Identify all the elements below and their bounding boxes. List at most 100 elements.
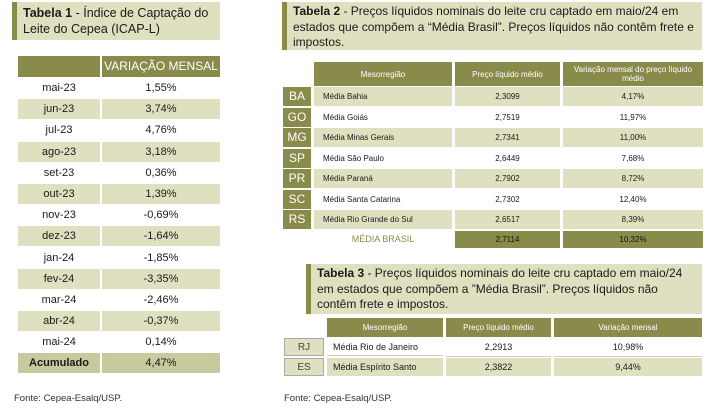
table-row: mai-23 1,55% (18, 78, 220, 99)
price-cell: 2,7302 (455, 189, 560, 209)
price-cell: 2,6517 (455, 210, 560, 229)
variation-cell: 9,44% (554, 358, 702, 376)
variation-cell: 7,68% (563, 148, 703, 168)
value-cell: 0,36% (145, 166, 177, 179)
price-cell: 2,3822 (446, 358, 551, 376)
value-cell: -0,69% (143, 209, 179, 222)
price-cell: 2,2913 (446, 338, 551, 357)
price-cell: 2,7519 (455, 107, 560, 127)
month-cell: abr-24 (18, 311, 100, 332)
price-cell: 2,7902 (455, 169, 560, 188)
state-code: GO (283, 107, 311, 127)
table-row: SC Média Santa Catarina 2,7302 12,40% (283, 189, 703, 210)
value-cell: -1,85% (143, 251, 179, 264)
accumulated-row: Acumulado 4,47% (18, 353, 220, 374)
month-cell: ago-23 (18, 141, 100, 162)
value-cell: 3,18% (102, 141, 220, 162)
month-cell: jun-23 (18, 99, 100, 120)
table-row: jan-24 -1,85% (18, 248, 220, 269)
table-row: MG Média Minas Gerais 2,7341 11,00% (283, 127, 703, 148)
header-variation: Variação mensal (554, 318, 702, 337)
region-name: Média Bahia (314, 87, 452, 106)
state-code: MG (283, 128, 311, 147)
table-row: GO Média Goiás 2,7519 11,97% (283, 107, 703, 128)
table-row: RS Média Rio Grande do Sul 2,6517 8,39% (283, 209, 703, 230)
table-row: mar-24 -2,46% (18, 290, 220, 311)
price-cell: 2,3099 (455, 87, 560, 106)
value-cell: -1,64% (102, 226, 220, 247)
value-cell: -0,37% (102, 311, 220, 332)
table-row: SP Média São Paulo 2,6449 7,68% (283, 148, 703, 169)
table3-source: Fonte: Cepea-Esalq/USP. (284, 393, 393, 404)
table1-header-variation: VARIAÇÃO MENSAL (102, 56, 220, 77)
price-cell: 2,7341 (455, 128, 560, 147)
table-row: abr-24 -0,37% (18, 311, 220, 332)
month-cell: mar-24 (41, 293, 77, 306)
table-row: RJ Média Rio de Janeiro 2,2913 10,98% (284, 337, 702, 357)
region-name: Média Rio de Janeiro (327, 338, 443, 356)
region-name: Média Santa Catarina (314, 189, 452, 209)
header-variation: Variação mensal do preço líquido médio (563, 62, 703, 86)
table2-header: Mesorregião Preço líquido médio Variação… (283, 62, 703, 86)
value-cell: 4,76% (145, 124, 177, 137)
region-name: Média Goiás (314, 107, 452, 127)
state-code: ES (284, 358, 324, 376)
variation-cell: 11,00% (563, 128, 703, 147)
region-name: Média Espírito Santo (327, 358, 443, 376)
average-label: MÉDIA BRASIL (314, 230, 452, 248)
state-code: PR (283, 169, 311, 188)
variation-cell: 4,17% (563, 87, 703, 106)
table-row: PR Média Paraná 2,7902 8,72% (283, 168, 703, 189)
month-cell: mai-24 (42, 336, 76, 349)
table-row: ES Média Espírito Santo 2,3822 9,44% (284, 357, 702, 377)
month-cell: out-23 (18, 183, 100, 204)
region-name: Média Rio Grande do Sul (314, 210, 452, 229)
month-cell: jan-24 (43, 251, 75, 264)
average-price: 2,7114 (455, 230, 560, 248)
header-price: Preço líquido médio (446, 318, 551, 337)
variation-cell: 10,98% (554, 338, 702, 357)
table-row: nov-23 -0,69% (18, 205, 220, 226)
table3: Mesorregião Preço líquido médio Variação… (284, 318, 702, 377)
variation-cell: 12,40% (563, 189, 703, 209)
table1-body: mai-23 1,55% jun-23 3,74% jul-23 4,76% ago-… (18, 78, 220, 375)
value-cell: 1,39% (102, 183, 220, 204)
variation-cell: 8,72% (563, 169, 703, 188)
table3-header: Mesorregião Preço líquido médio Variação… (284, 318, 702, 337)
state-code: RJ (284, 338, 324, 356)
month-cell: mai-23 (42, 82, 76, 94)
accumulated-label: Acumulado (18, 353, 100, 374)
table-row: mai-24 0,14% (18, 332, 220, 353)
value-cell: 0,14% (145, 336, 177, 349)
variation-cell: 11,97% (563, 107, 703, 127)
variation-cell: 8,39% (563, 210, 703, 229)
state-code: RS (283, 210, 311, 229)
price-cell: 2,6449 (455, 148, 560, 168)
month-cell: set-23 (43, 166, 75, 179)
table3-title: Tabela 3 - Preços líquidos nominais do l… (306, 264, 702, 314)
table2: Mesorregião Preço líquido médio Variação… (283, 62, 703, 248)
table-row: fev-24 -3,35% (18, 268, 220, 290)
table2-title: Tabela 2 - Preços líquidos nominais do l… (282, 2, 702, 50)
month-cell: nov-23 (42, 209, 76, 222)
table1-title: Tabela 1 - Índice de Captação do Leite d… (12, 2, 220, 40)
month-cell: dez-23 (18, 226, 100, 247)
state-code: BA (283, 87, 311, 106)
table-row: out-23 1,39% (18, 183, 220, 205)
region-name: Média Minas Gerais (314, 128, 452, 147)
header-region: Mesorregião (314, 62, 452, 86)
month-cell: fev-24 (18, 268, 100, 289)
table-row: set-23 0,36% (18, 163, 220, 184)
table-row: BA Média Bahia 2,3099 4,17% (283, 86, 703, 107)
value-cell: 3,74% (102, 99, 220, 120)
month-cell: jul-23 (45, 124, 73, 137)
average-variation: 10,32% (563, 230, 703, 248)
value-cell: -3,35% (102, 268, 220, 289)
region-name: Média São Paulo (314, 148, 452, 168)
region-name: Média Paraná (314, 169, 452, 188)
average-row: MÉDIA BRASIL 2,7114 10,32% (283, 230, 703, 248)
table1-header: VARIAÇÃO MENSAL (18, 56, 220, 77)
value-cell: -2,46% (143, 293, 179, 306)
table-row: jun-23 3,74% (18, 99, 220, 120)
table-row: jul-23 4,76% (18, 120, 220, 141)
